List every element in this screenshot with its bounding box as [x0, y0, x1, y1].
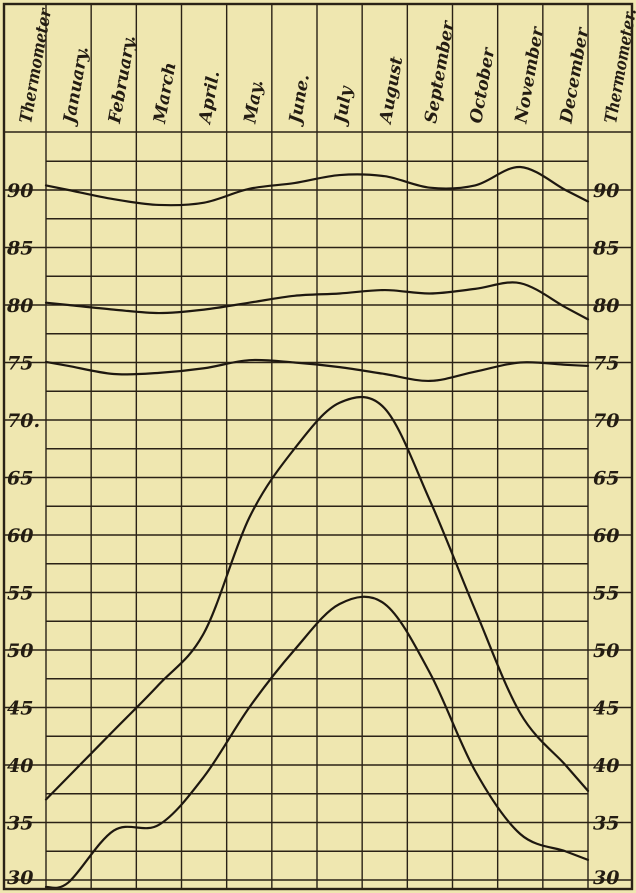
y-tick-right: 60	[593, 525, 619, 547]
y-tick-right: 85	[592, 238, 619, 260]
y-tick-left: 55	[7, 583, 33, 605]
y-tick-left: 80	[6, 295, 33, 317]
y-tick-left: 40	[7, 755, 33, 777]
labels: Thermometer January. February. March April. M…	[6, 6, 636, 889]
y-tick-left: 50	[7, 640, 33, 662]
y-tick-right: 50	[593, 640, 619, 662]
y-tick-right: 80	[592, 295, 619, 317]
y-tick-right: 35	[593, 813, 619, 835]
y-tick-right: 30	[593, 867, 619, 889]
y-tick-right: 40	[593, 755, 619, 777]
curves	[44, 165, 590, 889]
y-tick-left: 30	[7, 867, 33, 889]
y-tick-left: 45	[7, 698, 33, 720]
y-tick-left: 65	[7, 468, 33, 490]
y-tick-right: 70	[593, 410, 619, 432]
temperature-curve-2	[44, 358, 590, 383]
temperature-curve-1	[44, 281, 590, 321]
y-tick-left: 90	[7, 180, 33, 202]
y-tick-right: 75	[593, 353, 619, 375]
y-tick-left: 70.	[7, 410, 40, 432]
temperature-curve-0	[44, 165, 590, 207]
y-tick-left: 60	[7, 525, 33, 547]
temperature-curve-3	[44, 395, 590, 801]
y-tick-right: 55	[593, 583, 619, 605]
y-tick-right: 45	[593, 698, 619, 720]
temperature-curve-4	[44, 595, 590, 889]
y-tick-left: 35	[7, 813, 33, 835]
y-tick-right: 65	[593, 468, 619, 490]
y-tick-left: 85	[6, 238, 33, 260]
y-tick-left: 75	[7, 353, 33, 375]
y-tick-right: 90	[593, 180, 619, 202]
grid	[4, 4, 632, 889]
